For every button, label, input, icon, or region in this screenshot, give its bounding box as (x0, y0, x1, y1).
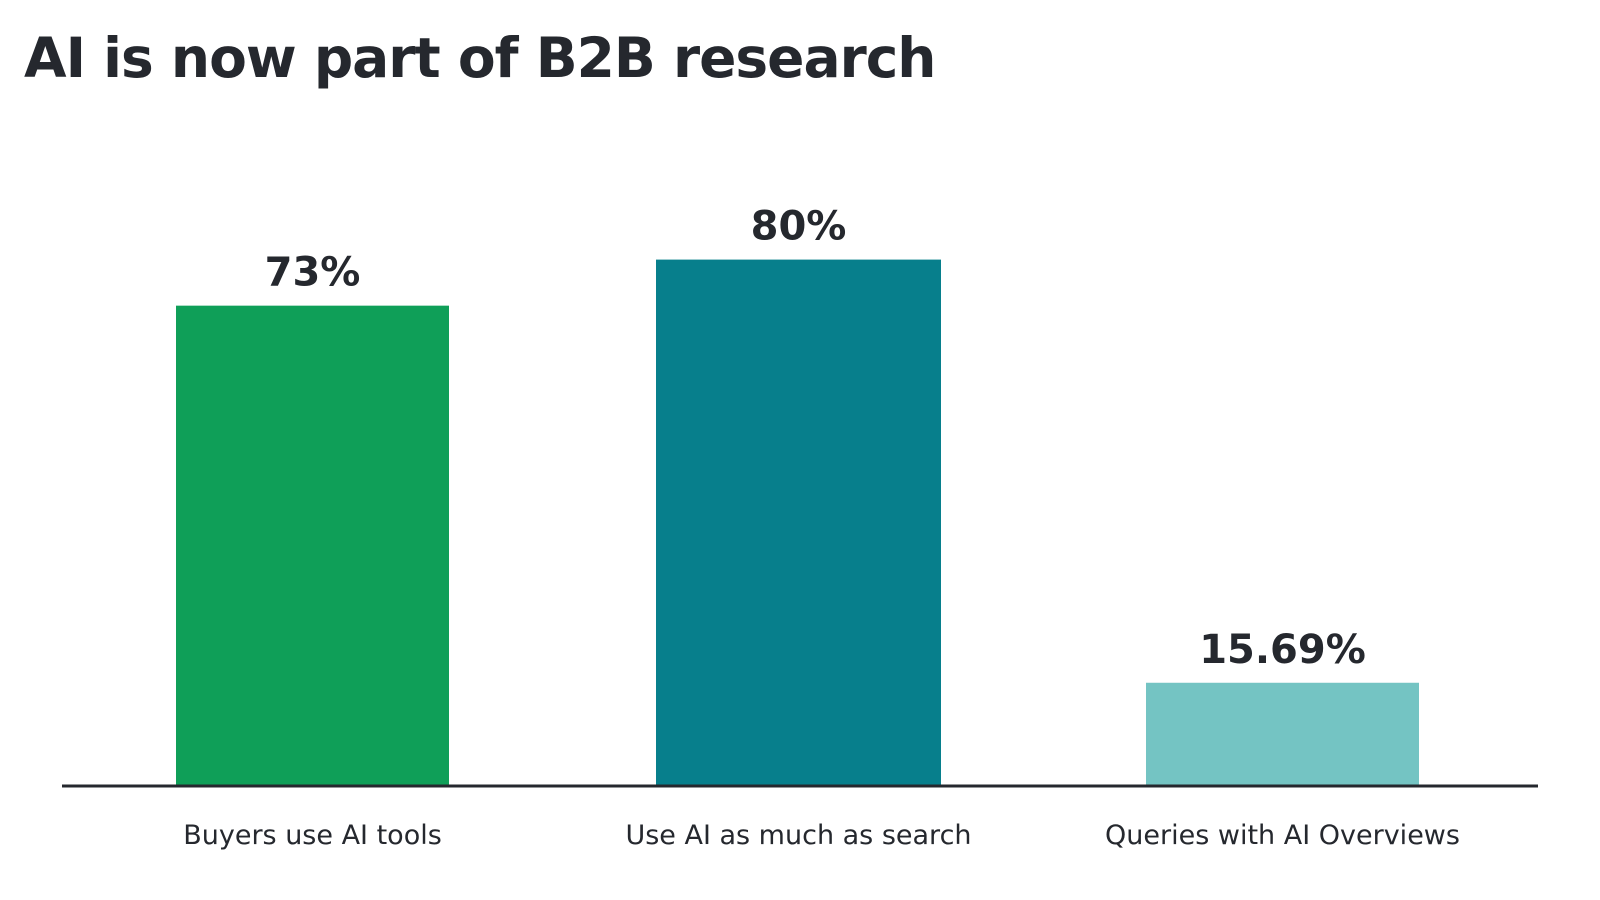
labels-layer: 73% Buyers use AI tools 80% Use AI as much … (183, 204, 1460, 851)
bar-value-label-3: 15.69% (1199, 627, 1366, 673)
x-tick-label-3: Queries with AI Overviews (1105, 820, 1460, 851)
bars-layer (176, 259, 1419, 787)
bar-value-label-1: 73% (265, 250, 361, 296)
chart-title: AI is now part of B2B research (24, 26, 936, 90)
bar-1 (176, 305, 449, 786)
bar-2 (656, 259, 941, 787)
x-tick-label-1: Buyers use AI tools (183, 820, 442, 851)
bar-3 (1146, 682, 1419, 786)
x-tick-label-2: Use AI as much as search (625, 820, 971, 851)
bar-value-label-2: 80% (751, 204, 847, 250)
